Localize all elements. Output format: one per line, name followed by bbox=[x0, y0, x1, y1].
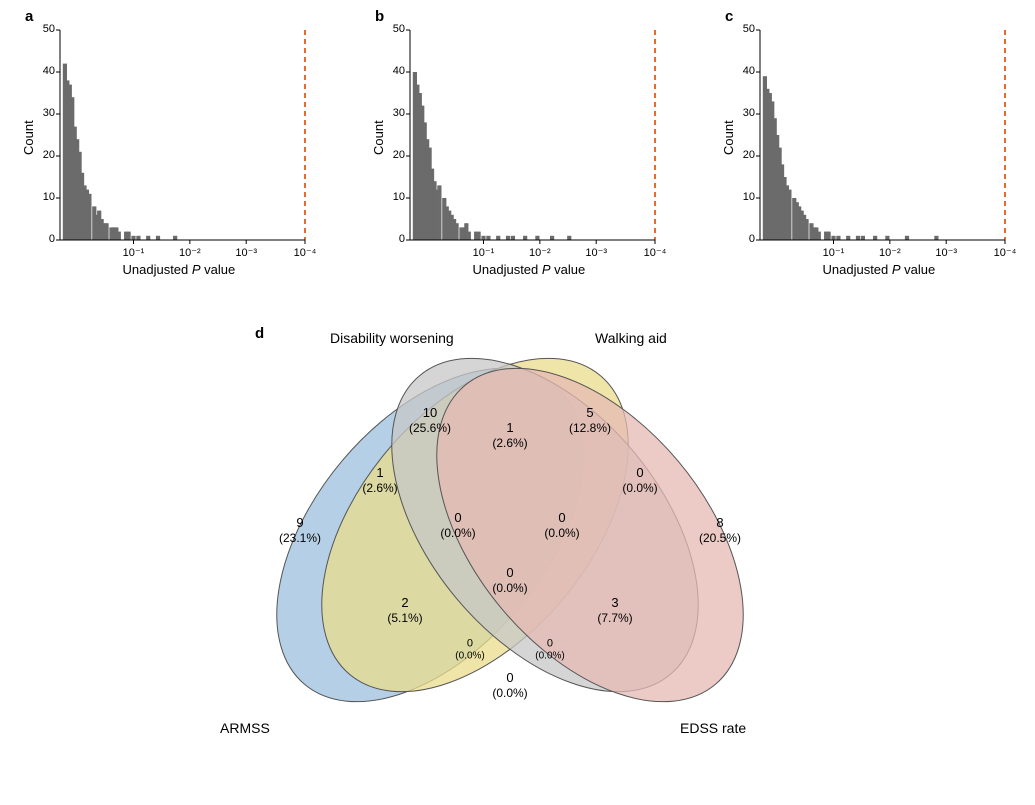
ytick-label: 50 bbox=[375, 23, 405, 35]
histogram-svg-c bbox=[760, 30, 1005, 240]
venn-pct: (0.0%) bbox=[492, 686, 527, 700]
ytick-label: 0 bbox=[375, 233, 405, 245]
xtick-label: 10⁻⁴ bbox=[994, 246, 1017, 259]
venn-cell-armss-edss: 0 (0.0%) bbox=[492, 670, 527, 700]
xlabel: Unadjusted P value bbox=[473, 262, 586, 277]
venn-cell-armss-walking: 2 (5.1%) bbox=[387, 595, 422, 625]
xtick-label: 10⁻³ bbox=[235, 246, 257, 259]
ytick-label: 40 bbox=[375, 65, 405, 77]
venn-n: 10 bbox=[409, 405, 451, 421]
venn-pct: (0.0%) bbox=[622, 481, 657, 495]
venn-n: 0 bbox=[492, 670, 527, 686]
venn-pct: (12.8%) bbox=[569, 421, 611, 435]
venn-cell-armss-walk-edss: 0 (0.0%) bbox=[455, 637, 484, 662]
ytick-label: 50 bbox=[25, 23, 55, 35]
venn-n: 2 bbox=[387, 595, 422, 611]
histogram-panel-a: 0102030405010⁻¹10⁻²10⁻³10⁻⁴CountUnadjust… bbox=[15, 20, 315, 290]
ylabel: Count bbox=[721, 120, 736, 155]
ylabel: Count bbox=[371, 120, 386, 155]
figure-root: a b c d 0102030405010⁻¹10⁻²10⁻³10⁻⁴Count… bbox=[0, 0, 1035, 805]
plot-area-c bbox=[760, 30, 1005, 240]
venn-pct: (20.5%) bbox=[699, 531, 741, 545]
venn-cell-armss-disability: 1 (2.6%) bbox=[362, 465, 397, 495]
venn-n: 9 bbox=[279, 515, 321, 531]
venn-pct: (7.7%) bbox=[597, 611, 632, 625]
ytick-label: 50 bbox=[725, 23, 755, 35]
venn-n: 5 bbox=[569, 405, 611, 421]
venn-pct: (0.0%) bbox=[440, 526, 475, 540]
venn-pct: (2.6%) bbox=[362, 481, 397, 495]
venn-pct: (0.0%) bbox=[455, 651, 484, 663]
venn-n: 8 bbox=[699, 515, 741, 531]
venn-cell-armss-dis-edss: 0 (0.0%) bbox=[535, 637, 564, 662]
xtick-label: 10⁻² bbox=[179, 246, 201, 259]
ytick-label: 40 bbox=[25, 65, 55, 77]
xtick-label: 10⁻¹ bbox=[473, 246, 495, 259]
venn-cell-dis-walk-edss: 0 (0.0%) bbox=[544, 510, 579, 540]
xtick-label: 10⁻¹ bbox=[123, 246, 145, 259]
venn-cell-walking-edss: 0 (0.0%) bbox=[622, 465, 657, 495]
venn-cell-armss-dis-walk: 0 (0.0%) bbox=[440, 510, 475, 540]
ytick-label: 30 bbox=[25, 107, 55, 119]
ytick-label: 0 bbox=[725, 233, 755, 245]
venn-cell-disability-only: 10 (25.6%) bbox=[409, 405, 451, 435]
venn-n: 1 bbox=[492, 420, 527, 436]
venn-n: 0 bbox=[492, 565, 527, 581]
venn-cell-disability-edss: 3 (7.7%) bbox=[597, 595, 632, 625]
xtick-label: 10⁻³ bbox=[935, 246, 957, 259]
venn-n: 0 bbox=[544, 510, 579, 526]
ytick-label: 30 bbox=[725, 107, 755, 119]
xtick-label: 10⁻² bbox=[879, 246, 901, 259]
histogram-panel-b: 0102030405010⁻¹10⁻²10⁻³10⁻⁴CountUnadjust… bbox=[365, 20, 665, 290]
venn-n: 0 bbox=[440, 510, 475, 526]
venn-cell-all: 0 (0.0%) bbox=[492, 565, 527, 595]
histogram-svg-a bbox=[60, 30, 305, 240]
plot-area-b bbox=[410, 30, 655, 240]
venn-pct: (0.0%) bbox=[492, 581, 527, 595]
venn-pct: (0.0%) bbox=[544, 526, 579, 540]
venn-n: 3 bbox=[597, 595, 632, 611]
venn-panel: Disability worsening Walking aid ARMSS E… bbox=[200, 330, 920, 790]
venn-cell-walking-only: 5 (12.8%) bbox=[569, 405, 611, 435]
venn-cell-armss-only: 9 (23.1%) bbox=[279, 515, 321, 545]
xlabel: Unadjusted P value bbox=[823, 262, 936, 277]
xtick-label: 10⁻³ bbox=[585, 246, 607, 259]
ytick-label: 10 bbox=[25, 191, 55, 203]
xtick-label: 10⁻² bbox=[529, 246, 551, 259]
venn-cell-disability-walking: 1 (2.6%) bbox=[492, 420, 527, 450]
venn-pct: (2.6%) bbox=[492, 436, 527, 450]
plot-area-a bbox=[60, 30, 305, 240]
xtick-label: 10⁻⁴ bbox=[644, 246, 667, 259]
xlabel: Unadjusted P value bbox=[123, 262, 236, 277]
ytick-label: 40 bbox=[725, 65, 755, 77]
ytick-label: 0 bbox=[25, 233, 55, 245]
venn-n: 1 bbox=[362, 465, 397, 481]
venn-n: 0 bbox=[622, 465, 657, 481]
venn-cell-edss-only: 8 (20.5%) bbox=[699, 515, 741, 545]
ytick-label: 30 bbox=[375, 107, 405, 119]
xtick-label: 10⁻¹ bbox=[823, 246, 845, 259]
venn-n: 0 bbox=[455, 637, 484, 650]
xtick-label: 10⁻⁴ bbox=[294, 246, 317, 259]
venn-pct: (5.1%) bbox=[387, 611, 422, 625]
histogram-svg-b bbox=[410, 30, 655, 240]
ytick-label: 10 bbox=[375, 191, 405, 203]
histogram-panel-c: 0102030405010⁻¹10⁻²10⁻³10⁻⁴CountUnadjust… bbox=[715, 20, 1015, 290]
venn-n: 0 bbox=[535, 637, 564, 650]
ytick-label: 10 bbox=[725, 191, 755, 203]
venn-pct: (0.0%) bbox=[535, 651, 564, 663]
ylabel: Count bbox=[21, 120, 36, 155]
venn-pct: (23.1%) bbox=[279, 531, 321, 545]
venn-pct: (25.6%) bbox=[409, 421, 451, 435]
